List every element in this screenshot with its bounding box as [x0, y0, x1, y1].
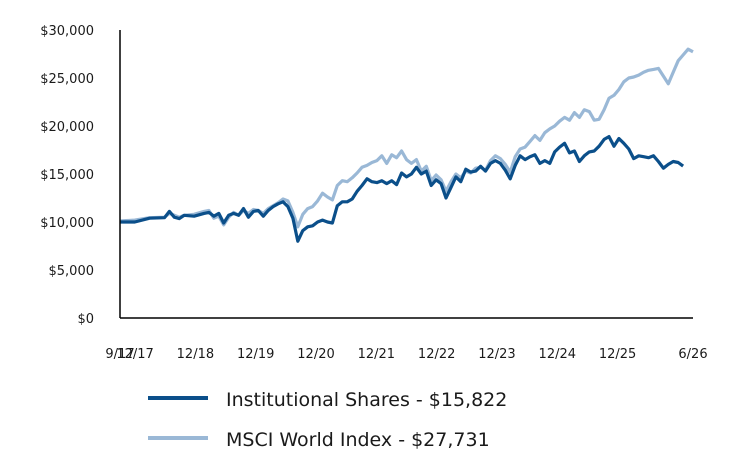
legend-item-msci: MSCI World Index - $27,731 [148, 429, 490, 451]
y-tick-label: $30,000 [40, 24, 94, 39]
x-tick-label: 12/25 [599, 347, 636, 362]
legend: Institutional Shares - $15,822 MSCI Worl… [148, 389, 507, 451]
series-line-institutional [120, 135, 685, 243]
x-tick-label: 12/22 [418, 347, 455, 362]
x-tick-label: 6/26 [678, 347, 707, 362]
y-tick-label: $0 [77, 312, 94, 327]
legend-label-institutional: Institutional Shares - $15,822 [226, 389, 507, 411]
y-tick-label: $15,000 [40, 168, 94, 183]
y-tick-label: $5,000 [49, 264, 95, 279]
series-line-msci [119, 47, 694, 229]
y-axis-ticks: $0 $5,000 $10,000 $15,000 $20,000 $25,000 $30,… [40, 24, 94, 327]
x-tick-label: 12/24 [539, 347, 576, 362]
x-tick-label: 12/18 [177, 347, 214, 362]
legend-item-institutional: Institutional Shares - $15,822 [148, 389, 507, 411]
legend-label-msci: MSCI World Index - $27,731 [226, 429, 490, 451]
y-tick-label: $20,000 [40, 120, 94, 135]
x-tick-label: 9/17 [105, 347, 134, 362]
x-tick-label: 12/20 [297, 347, 334, 362]
y-tick-label: $10,000 [40, 216, 94, 231]
series-layer [119, 47, 694, 243]
x-tick-label: 12/17 [116, 347, 153, 362]
x-tick-label: 12/23 [478, 347, 515, 362]
y-tick-label: $25,000 [40, 72, 94, 87]
x-tick-label: 12/19 [237, 347, 274, 362]
x-tick-label: 12/21 [358, 347, 395, 362]
